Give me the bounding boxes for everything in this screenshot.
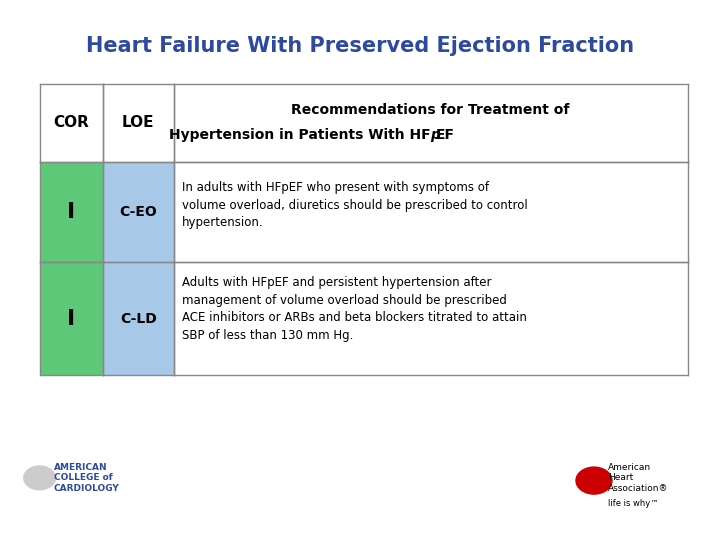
Text: p: p [431,128,441,141]
Text: Heart Failure With Preserved Ejection Fraction: Heart Failure With Preserved Ejection Fr… [86,36,634,56]
Circle shape [576,467,612,494]
Bar [40,262,103,375]
Circle shape [24,466,55,490]
Bar [103,162,174,262]
Text: life is why™: life is why™ [608,499,659,508]
Text: Hypertension in Patients With HFpEF: Hypertension in Patients With HFpEF [285,128,576,141]
Text: COR: COR [53,116,89,130]
Bar [103,84,174,162]
Text: I: I [67,202,76,222]
Text: C-LD: C-LD [120,312,157,326]
Text: Recommendations for Treatment of: Recommendations for Treatment of [292,103,570,117]
Bar [40,162,103,262]
Bar [174,162,688,262]
Text: LOE: LOE [122,116,155,130]
Text: AMERICAN
COLLEGE of
CARDIOLOGY: AMERICAN COLLEGE of CARDIOLOGY [54,463,120,493]
Text: In adults with HFpEF who present with symptoms of
volume overload, diuretics sho: In adults with HFpEF who present with sy… [182,181,528,229]
Text: I: I [67,308,76,329]
Text: Adults with HFpEF and persistent hypertension after
management of volume overloa: Adults with HFpEF and persistent hyperte… [182,276,527,342]
Bar [174,84,688,162]
Bar [103,262,174,375]
Bar [174,262,688,375]
Bar [40,84,103,162]
Text: C-EO: C-EO [120,205,157,219]
Text: American
Heart
Association®: American Heart Association® [608,463,669,493]
Text: EF: EF [436,128,454,141]
Text: Hypertension in Patients With HF: Hypertension in Patients With HF [169,128,431,141]
